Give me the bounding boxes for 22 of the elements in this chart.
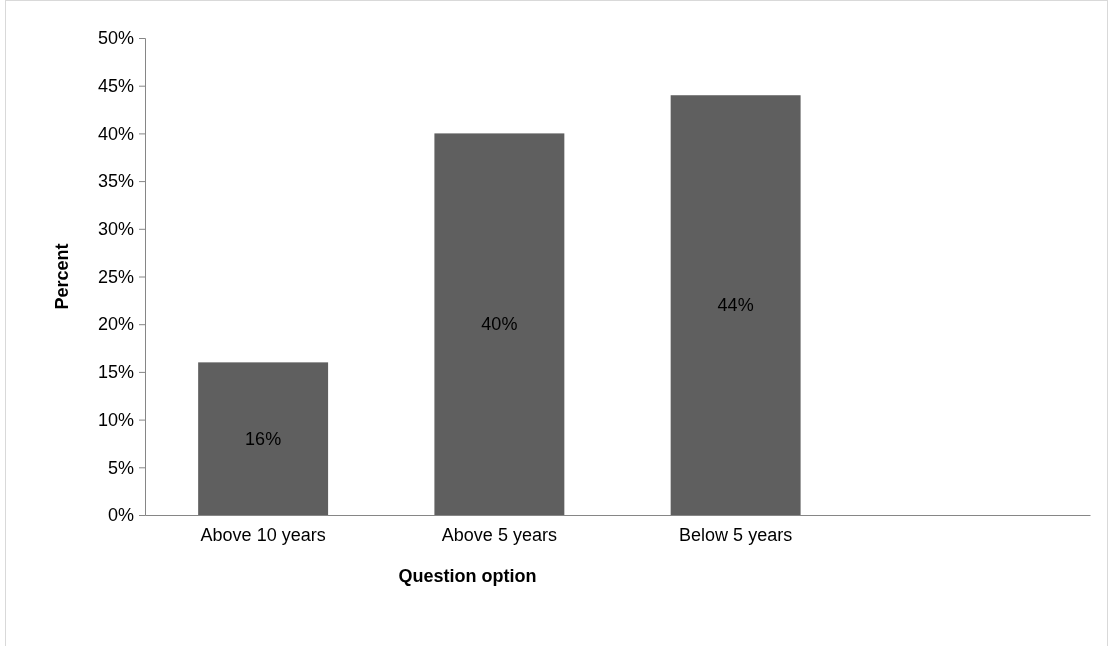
y-tick-label: 25% (97, 266, 134, 287)
x-tick-label: Above 10 years (200, 525, 326, 546)
y-tick-label: 15% (97, 362, 134, 383)
data-label: 44% (717, 295, 754, 316)
y-axis-title: Percent (52, 243, 72, 310)
x-tick-label: Above 5 years (441, 525, 557, 546)
bar (198, 362, 329, 515)
data-label: 40% (481, 314, 518, 335)
x-tick-label: Below 5 years (679, 525, 793, 546)
y-tick-label: 35% (97, 171, 134, 192)
y-tick-label: 50% (97, 28, 134, 49)
x-axis-title: Question option (398, 566, 537, 586)
y-tick-label: 0% (107, 505, 134, 526)
y-tick-label: 10% (97, 409, 134, 430)
y-tick-label: 40% (97, 123, 134, 144)
y-tick-label: 20% (97, 314, 134, 335)
y-tick-label: 45% (97, 75, 134, 96)
y-tick-label: 30% (97, 219, 134, 240)
bar (670, 95, 801, 515)
y-tick-label: 5% (107, 457, 134, 478)
bar (434, 133, 565, 515)
data-label: 16% (245, 428, 282, 449)
